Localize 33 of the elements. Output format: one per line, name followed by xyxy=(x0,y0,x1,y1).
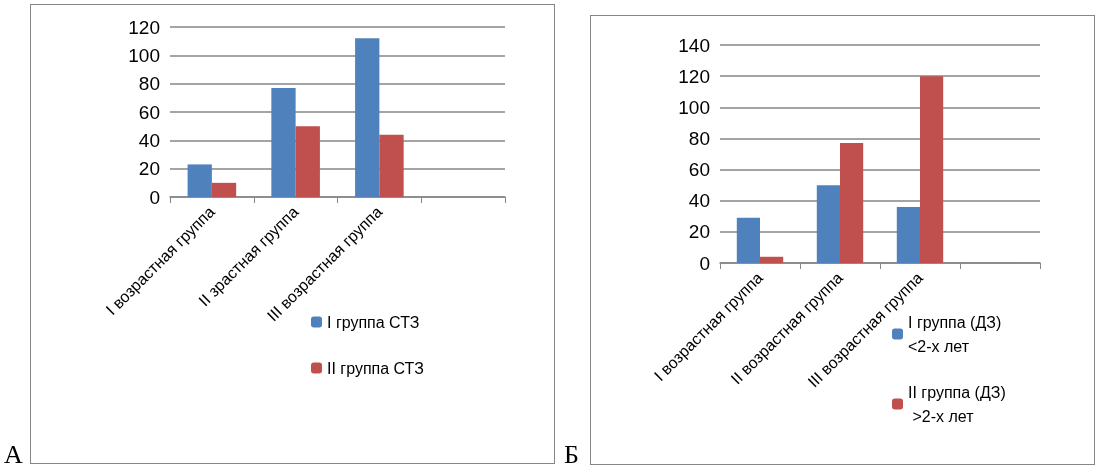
text: А xyxy=(4,439,23,467)
legend-label: II группа СТЗ xyxy=(327,359,424,377)
y-tick-label: 100 xyxy=(678,96,710,118)
bar xyxy=(379,134,404,197)
y-tick-label: 60 xyxy=(688,159,710,181)
y-tick-label: 120 xyxy=(678,65,710,87)
y-tick-label: 80 xyxy=(688,127,710,149)
y-tick-label: 40 xyxy=(688,190,710,212)
y-tick-label: 20 xyxy=(688,221,710,243)
bar xyxy=(187,164,212,197)
y-tick-label: 120 xyxy=(128,16,160,38)
bar xyxy=(920,76,944,263)
bar xyxy=(295,126,320,197)
bar xyxy=(355,38,380,197)
legend-label: I группа СТЗ xyxy=(327,313,420,331)
bar xyxy=(816,185,840,263)
text: Б xyxy=(564,439,579,467)
y-tick-label: 140 xyxy=(678,34,710,56)
bar xyxy=(271,87,296,197)
y-tick-label: 60 xyxy=(138,101,160,123)
y-tick-label: 0 xyxy=(149,186,160,208)
bar xyxy=(211,182,237,197)
y-tick-label: 20 xyxy=(138,158,160,180)
legend-label: I группа (ДЗ) <2-х лет xyxy=(908,313,1006,355)
y-tick-label: 0 xyxy=(699,252,710,274)
y-tick-label: 80 xyxy=(138,73,160,95)
bar xyxy=(760,256,784,263)
y-tick-label: 40 xyxy=(138,129,160,151)
bar xyxy=(840,143,864,263)
bar xyxy=(896,206,920,263)
legend-label: II группа (ДЗ) >2-х лет xyxy=(908,383,1006,425)
y-tick-label: 100 xyxy=(128,44,160,66)
bar xyxy=(736,217,760,263)
